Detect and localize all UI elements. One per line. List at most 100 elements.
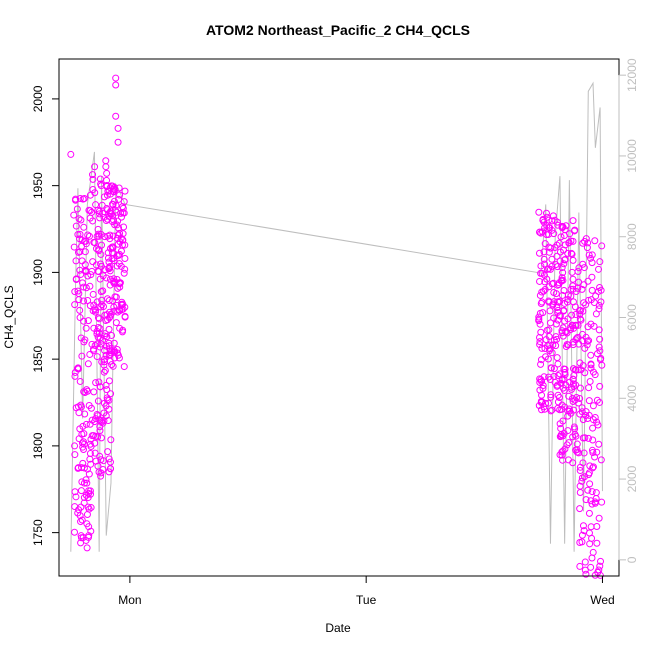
data-point xyxy=(536,291,544,299)
data-point xyxy=(77,518,85,526)
data-point xyxy=(112,112,120,120)
data-point xyxy=(596,258,604,266)
data-point xyxy=(550,230,558,238)
data-point xyxy=(97,180,105,188)
data-point xyxy=(587,364,595,372)
data-point xyxy=(113,349,121,357)
data-point xyxy=(82,240,90,248)
data-point xyxy=(547,364,555,372)
data-point xyxy=(577,306,585,314)
data-point xyxy=(589,402,597,410)
data-point xyxy=(567,249,575,257)
y-tick-label: 1800 xyxy=(31,432,45,459)
data-point xyxy=(76,248,84,256)
data-point xyxy=(576,310,584,318)
data-point xyxy=(587,361,595,369)
data-point xyxy=(82,324,90,332)
data-point xyxy=(105,377,113,385)
data-point xyxy=(96,324,104,332)
data-point xyxy=(79,443,87,451)
data-point xyxy=(114,124,122,132)
data-point xyxy=(116,283,124,291)
data-point xyxy=(576,562,584,570)
data-point xyxy=(541,240,549,248)
data-point xyxy=(565,392,573,400)
data-point xyxy=(560,375,568,383)
data-point xyxy=(83,520,91,528)
data-point xyxy=(578,285,586,293)
data-point xyxy=(549,212,557,220)
data-point xyxy=(110,257,118,265)
data-point xyxy=(569,365,577,373)
data-point xyxy=(579,260,587,268)
data-point xyxy=(94,314,102,322)
data-point xyxy=(556,257,564,265)
data-point xyxy=(540,248,548,256)
data-point xyxy=(576,505,584,513)
data-point xyxy=(80,499,88,507)
data-point xyxy=(108,361,116,369)
data-point xyxy=(536,341,544,349)
data-point xyxy=(92,306,100,314)
data-point xyxy=(77,403,85,411)
data-point xyxy=(572,432,580,440)
data-point xyxy=(584,277,592,285)
data-point xyxy=(110,339,118,347)
data-point xyxy=(102,217,110,225)
data-point xyxy=(553,354,561,362)
data-point xyxy=(561,369,569,376)
data-point xyxy=(107,390,115,398)
data-point xyxy=(84,231,92,239)
data-point xyxy=(110,307,118,315)
data-point xyxy=(547,407,555,415)
data-point xyxy=(568,268,576,276)
data-point xyxy=(79,279,86,287)
data-point xyxy=(115,260,123,268)
data-point xyxy=(570,324,578,332)
data-point xyxy=(550,314,558,322)
data-point xyxy=(584,434,592,442)
data-point xyxy=(110,279,118,287)
data-point xyxy=(112,293,120,301)
data-point xyxy=(586,377,594,385)
data-point xyxy=(114,308,122,316)
data-point xyxy=(596,347,604,355)
data-point xyxy=(106,231,114,239)
data-point xyxy=(582,496,590,504)
data-point xyxy=(79,422,87,430)
y-tick-label: 2000 xyxy=(31,85,45,112)
x-tick-label: Tue xyxy=(356,593,377,607)
data-point xyxy=(539,309,547,317)
data-point xyxy=(115,184,123,192)
data-point xyxy=(108,255,116,263)
data-point xyxy=(85,487,93,495)
data-point xyxy=(580,449,588,457)
data-point xyxy=(81,389,89,397)
data-point xyxy=(89,217,97,225)
data-point xyxy=(568,395,576,402)
data-point xyxy=(591,453,599,461)
data-point xyxy=(89,175,97,183)
data-point xyxy=(584,323,592,331)
data-point xyxy=(94,462,102,470)
data-point xyxy=(96,383,104,391)
data-point xyxy=(573,448,581,456)
data-point xyxy=(91,305,99,313)
data-point xyxy=(595,440,603,448)
data-point xyxy=(106,184,114,192)
data-point xyxy=(95,230,103,238)
data-point xyxy=(585,384,593,392)
data-point xyxy=(579,459,587,467)
data-point xyxy=(563,441,571,449)
data-point xyxy=(84,297,92,305)
data-point xyxy=(107,436,115,444)
data-point xyxy=(584,415,592,423)
data-point xyxy=(84,317,92,325)
data-point xyxy=(560,286,568,294)
data-point xyxy=(78,236,86,244)
data-point xyxy=(580,527,588,535)
data-point xyxy=(91,342,99,350)
data-point xyxy=(91,439,99,447)
data-point xyxy=(75,290,83,298)
data-point xyxy=(103,204,111,212)
